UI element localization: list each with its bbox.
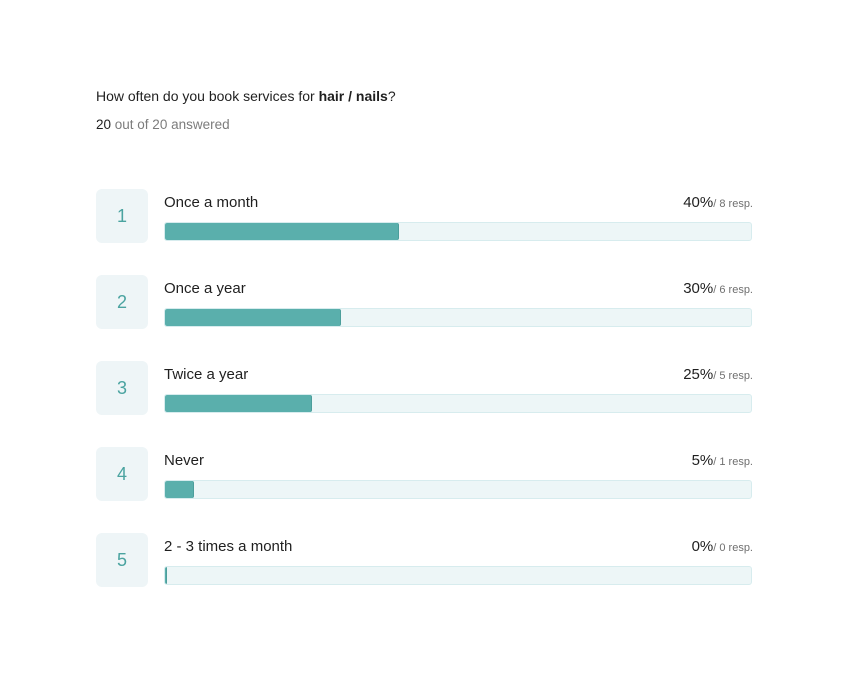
- bar-track: [164, 308, 752, 327]
- option-stat: 40%/ 8 resp.: [683, 193, 753, 214]
- rank-badge: 2: [96, 275, 148, 329]
- option-stat: 30%/ 6 resp.: [683, 279, 753, 300]
- option-stat: 0%/ 0 resp.: [692, 537, 753, 558]
- response-count: / 1 resp.: [713, 456, 753, 468]
- answered-summary: 20 out of 20 answered: [96, 115, 230, 135]
- bar-fill: [165, 395, 312, 412]
- option-label: Twice a year: [164, 366, 249, 383]
- percent-label: 0%: [691, 538, 714, 555]
- question-suffix: ?: [387, 88, 396, 104]
- bar-fill: [165, 481, 195, 498]
- bar-track: [164, 222, 752, 241]
- percent-label: 30%: [683, 280, 714, 297]
- question-emphasis: hair / nails: [318, 88, 388, 104]
- response-count: / 0 resp.: [713, 542, 753, 554]
- response-count: / 6 resp.: [713, 284, 753, 296]
- answered-count: 20: [96, 117, 112, 132]
- option-label: Once a year: [164, 280, 246, 297]
- option-label: Never: [164, 452, 205, 469]
- result-row: 4 Never 5%/ 1 resp.: [96, 447, 753, 501]
- response-count: / 8 resp.: [713, 198, 753, 210]
- bar-track: [164, 566, 752, 585]
- answered-text: out of 20 answered: [111, 117, 230, 132]
- percent-label: 40%: [683, 194, 714, 211]
- result-row: 5 2 - 3 times a month 0%/ 0 resp.: [96, 533, 753, 587]
- question-prefix: How often do you book services for: [96, 88, 319, 104]
- rank-badge: 1: [96, 189, 148, 243]
- percent-label: 5%: [691, 452, 714, 469]
- bar-fill: [165, 223, 400, 240]
- response-count: / 5 resp.: [713, 370, 753, 382]
- option-stat: 5%/ 1 resp.: [692, 451, 753, 472]
- results-chart: 1 Once a month 40%/ 8 resp. 2 Once a yea…: [96, 189, 753, 619]
- question-title: How often do you book services for hair …: [96, 86, 396, 106]
- bar-track: [164, 480, 752, 499]
- bar-fill: [165, 567, 167, 584]
- rank-badge: 4: [96, 447, 148, 501]
- rank-badge: 3: [96, 361, 148, 415]
- result-row: 2 Once a year 30%/ 6 resp.: [96, 275, 753, 329]
- result-row: 1 Once a month 40%/ 8 resp.: [96, 189, 753, 243]
- bar-fill: [165, 309, 341, 326]
- bar-track: [164, 394, 752, 413]
- rank-badge: 5: [96, 533, 148, 587]
- result-row: 3 Twice a year 25%/ 5 resp.: [96, 361, 753, 415]
- option-stat: 25%/ 5 resp.: [683, 365, 753, 386]
- option-label: 2 - 3 times a month: [164, 538, 293, 555]
- option-label: Once a month: [164, 194, 259, 211]
- percent-label: 25%: [683, 366, 714, 383]
